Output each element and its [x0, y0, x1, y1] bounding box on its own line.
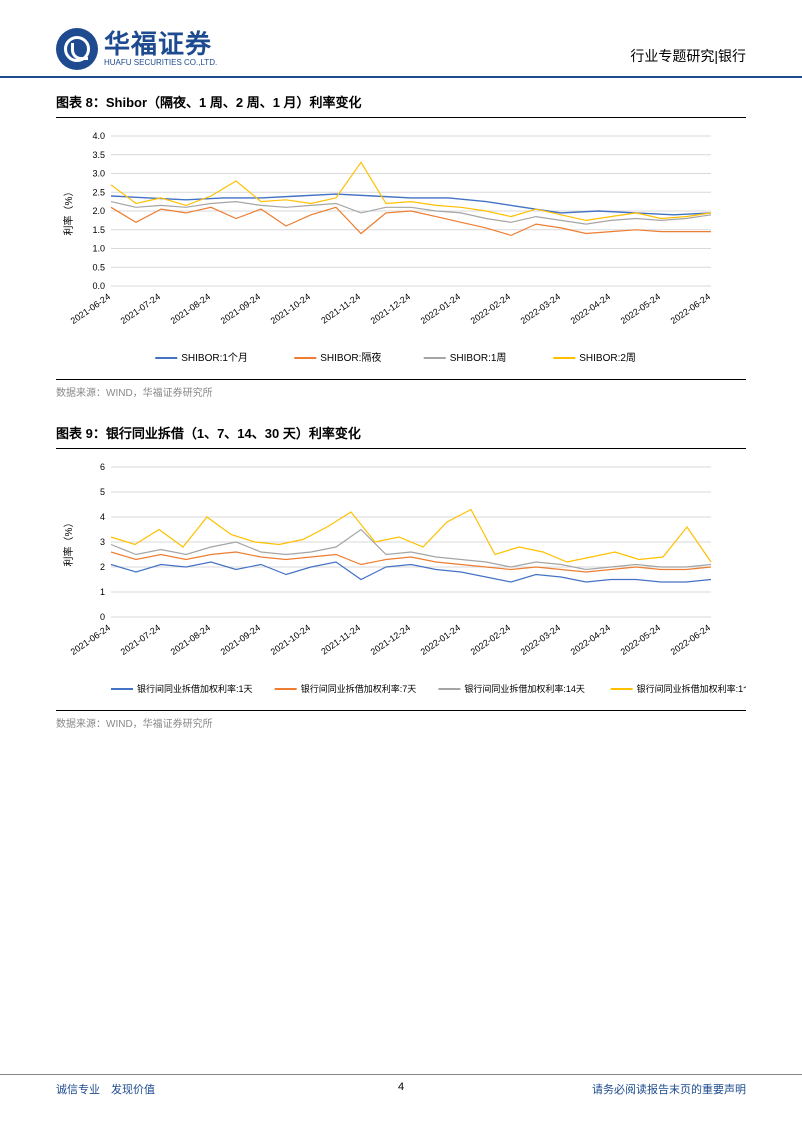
- chart-9-area: 0 1 2 3 4 5 6 利率（%） 2021-06-242021-07-242021-08-…: [56, 453, 746, 708]
- svg-text:2022-04-24: 2022-04-24: [569, 291, 612, 326]
- svg-text:银行间同业拆借加权利率:1个月: 银行间同业拆借加权利率:1个月: [637, 683, 746, 694]
- page-header: 华福证券 HUAFU SECURITIES CO.,LTD. 行业专题研究|银行: [0, 0, 802, 78]
- svg-text:4: 4: [100, 512, 105, 522]
- svg-text:2022-03-24: 2022-03-24: [519, 291, 562, 326]
- svg-text:1: 1: [100, 587, 105, 597]
- svg-text:2022-01-24: 2022-01-24: [419, 622, 462, 657]
- svg-text:6: 6: [100, 462, 105, 472]
- header-category: 行业专题研究|银行: [630, 46, 746, 70]
- svg-text:利率（%）: 利率（%）: [62, 518, 75, 567]
- svg-text:0: 0: [100, 612, 105, 622]
- page-footer: 诚信专业 发现价值 4 请务必阅读报告末页的重要声明: [0, 1074, 802, 1097]
- svg-text:2021-09-24: 2021-09-24: [219, 622, 262, 657]
- svg-text:2.5: 2.5: [92, 187, 105, 197]
- chart-8-area: 0.0 0.5 1.0 1.5 2.0 2.5 3.0 3.5 4.0 利率（%） 2021-06-…: [56, 122, 746, 377]
- svg-text:2022-05-24: 2022-05-24: [619, 291, 662, 326]
- svg-text:1.0: 1.0: [92, 244, 105, 254]
- svg-text:2022-03-24: 2022-03-24: [519, 622, 562, 657]
- svg-text:0.5: 0.5: [92, 262, 105, 272]
- svg-text:2: 2: [100, 562, 105, 572]
- svg-text:2021-10-24: 2021-10-24: [269, 622, 312, 657]
- svg-text:2022-02-24: 2022-02-24: [469, 291, 512, 326]
- footer-left: 诚信专业 发现价值: [56, 1081, 155, 1097]
- svg-text:4.0: 4.0: [92, 131, 105, 141]
- chart-9-title: 图表 9：银行同业拆借（1、7、14、30 天）利率变化: [56, 423, 746, 449]
- svg-text:2021-11-24: 2021-11-24: [319, 622, 362, 656]
- svg-text:2022-06-24: 2022-06-24: [669, 291, 712, 326]
- svg-text:3: 3: [100, 537, 105, 547]
- svg-text:SHIBOR:隔夜: SHIBOR:隔夜: [320, 351, 381, 364]
- svg-text:2022-06-24: 2022-06-24: [669, 622, 712, 657]
- svg-text:2021-06-24: 2021-06-24: [69, 291, 112, 326]
- svg-text:2021-10-24: 2021-10-24: [269, 291, 312, 326]
- svg-text:2022-01-24: 2022-01-24: [419, 291, 462, 326]
- svg-text:2021-12-24: 2021-12-24: [369, 291, 412, 326]
- svg-text:2021-08-24: 2021-08-24: [169, 291, 212, 326]
- chart-8-svg: 0.0 0.5 1.0 1.5 2.0 2.5 3.0 3.5 4.0 利率（%） 2021-06-…: [56, 122, 746, 372]
- svg-text:2021-07-24: 2021-07-24: [119, 622, 162, 657]
- svg-text:银行间同业拆借加权利率:1天: 银行间同业拆借加权利率:1天: [137, 683, 253, 694]
- chart-9-svg: 0 1 2 3 4 5 6 利率（%） 2021-06-242021-07-242021-08-…: [56, 453, 746, 703]
- svg-text:2021-06-24: 2021-06-24: [69, 622, 112, 657]
- svg-text:0.0: 0.0: [92, 281, 105, 291]
- svg-text:2022-05-24: 2022-05-24: [619, 622, 662, 657]
- svg-text:SHIBOR:2周: SHIBOR:2周: [579, 352, 636, 364]
- svg-text:2021-11-24: 2021-11-24: [319, 291, 362, 325]
- page-number: 4: [398, 1081, 404, 1093]
- svg-text:1.5: 1.5: [92, 225, 105, 235]
- svg-text:2022-02-24: 2022-02-24: [469, 622, 512, 657]
- logo-text-cn: 华福证券: [104, 31, 217, 57]
- svg-text:2022-04-24: 2022-04-24: [569, 622, 612, 657]
- logo-text-en: HUAFU SECURITIES CO.,LTD.: [104, 59, 217, 67]
- chart-8-block: 图表 8：Shibor（隔夜、1 周、2 周、1 月）利率变化 0.0 0.5 1.…: [56, 92, 746, 399]
- svg-text:SHIBOR:1个月: SHIBOR:1个月: [181, 352, 248, 364]
- chart-9-source: 数据来源：WIND，华福证券研究所: [56, 710, 746, 730]
- logo-icon: [56, 28, 98, 70]
- svg-text:2021-08-24: 2021-08-24: [169, 622, 212, 657]
- svg-text:SHIBOR:1周: SHIBOR:1周: [450, 352, 507, 364]
- logo: 华福证券 HUAFU SECURITIES CO.,LTD.: [56, 28, 217, 70]
- svg-text:2021-09-24: 2021-09-24: [219, 291, 262, 326]
- svg-text:银行间同业拆借加权利率:14天: 银行间同业拆借加权利率:14天: [464, 683, 585, 694]
- svg-text:2021-07-24: 2021-07-24: [119, 291, 162, 326]
- svg-text:银行间同业拆借加权利率:7天: 银行间同业拆借加权利率:7天: [301, 683, 417, 694]
- svg-text:2021-12-24: 2021-12-24: [369, 622, 412, 657]
- chart-8-title: 图表 8：Shibor（隔夜、1 周、2 周、1 月）利率变化: [56, 92, 746, 118]
- chart-9-block: 图表 9：银行同业拆借（1、7、14、30 天）利率变化 0 1 2 3 4 5 6 利率（%…: [56, 423, 746, 730]
- svg-text:利率（%）: 利率（%）: [62, 187, 75, 236]
- svg-text:5: 5: [100, 487, 105, 497]
- svg-text:2.0: 2.0: [92, 206, 105, 216]
- chart-8-source: 数据来源：WIND，华福证券研究所: [56, 379, 746, 399]
- svg-text:3.5: 3.5: [92, 150, 105, 160]
- svg-text:3.0: 3.0: [92, 169, 105, 179]
- footer-disclaimer: 请务必阅读报告末页的重要声明: [592, 1081, 746, 1097]
